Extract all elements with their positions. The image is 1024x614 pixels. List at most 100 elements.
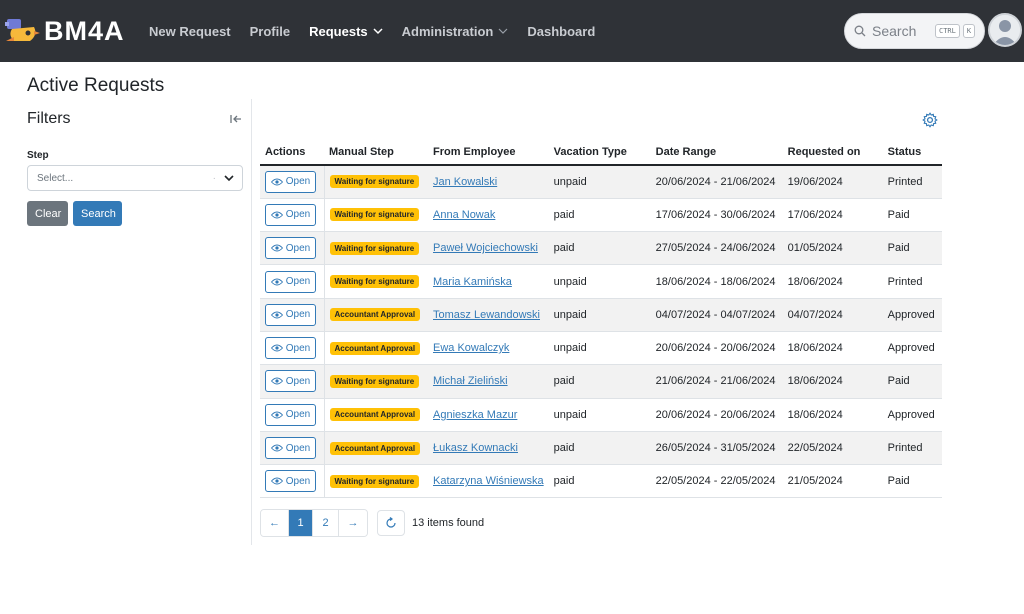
- column-header-status[interactable]: Status: [882, 140, 942, 166]
- cell-status: Approved: [882, 398, 942, 432]
- next-page-button[interactable]: →: [339, 510, 367, 536]
- cell-status: Paid: [882, 364, 942, 399]
- eye-icon: [270, 411, 283, 419]
- employee-link[interactable]: Jan Kowalski: [433, 175, 498, 188]
- cell-from-employee: Maria Kamińska: [428, 264, 549, 299]
- cell-vacation-type: paid: [548, 464, 651, 499]
- open-button[interactable]: Open: [265, 203, 316, 226]
- open-button[interactable]: Open: [265, 170, 316, 193]
- open-button[interactable]: Open: [265, 403, 316, 426]
- employee-link[interactable]: Ewa Kowalczyk: [433, 342, 510, 355]
- search-input[interactable]: [872, 23, 932, 39]
- table-row: Open Waiting for signature Maria Kamińska u…: [260, 264, 942, 299]
- table-row: Open Waiting for signature Paweł Wojciecho…: [260, 231, 942, 266]
- open-button[interactable]: Open: [265, 370, 316, 393]
- cell-from-employee: Ewa Kowalczyk: [428, 331, 549, 366]
- cell-requested-on: 18/06/2024: [782, 398, 883, 432]
- page-button-1[interactable]: 1: [289, 510, 313, 536]
- cell-actions: Open: [260, 264, 325, 299]
- cell-status: Printed: [882, 165, 942, 199]
- step-select[interactable]: Select... ·: [27, 165, 243, 191]
- eye-icon: [270, 278, 283, 285]
- column-header-manual-step[interactable]: Manual Step: [324, 140, 428, 166]
- open-button[interactable]: Open: [265, 470, 316, 493]
- nav-administration[interactable]: Administration: [402, 24, 509, 39]
- manual-step-badge: Waiting for signature: [329, 208, 420, 222]
- nav-new-request[interactable]: New Request: [149, 24, 231, 39]
- table-row: Open Accountant Approval Tomasz Lewandowsk…: [260, 298, 942, 332]
- nav-requests[interactable]: Requests: [309, 24, 383, 39]
- open-button-label: Open: [285, 342, 311, 354]
- cell-requested-on: 22/05/2024: [782, 431, 883, 466]
- panel-divider: [251, 99, 252, 545]
- employee-link[interactable]: Michał Zieliński: [433, 375, 508, 388]
- user-avatar[interactable]: [988, 13, 1022, 47]
- cell-actions: Open: [260, 431, 325, 466]
- prev-page-button[interactable]: ←: [261, 510, 289, 536]
- cell-status: Paid: [882, 231, 942, 266]
- cell-date-range: 04/07/2024 - 04/07/2024: [650, 298, 783, 332]
- open-button-label: Open: [285, 209, 311, 221]
- column-header-requested-on[interactable]: Requested on: [782, 140, 883, 166]
- table-row: Open Waiting for signature Anna Nowak paid 1…: [260, 198, 942, 233]
- cell-status: Paid: [882, 198, 942, 233]
- table-row: Open Waiting for signature Jan Kowalski unp…: [260, 165, 942, 199]
- eye-icon: [270, 344, 283, 352]
- open-button[interactable]: Open: [265, 337, 316, 360]
- open-button[interactable]: Open: [265, 270, 316, 293]
- collapse-left-icon[interactable]: [229, 112, 243, 126]
- open-button-label: Open: [285, 309, 311, 321]
- user-icon: [990, 15, 1020, 45]
- global-search[interactable]: CTRL K: [844, 13, 985, 49]
- table-header-row: Actions Manual Step From Employee Vacati…: [260, 140, 942, 166]
- search-button[interactable]: Search: [73, 201, 122, 226]
- select-separator: ·: [212, 172, 216, 184]
- cell-from-employee: Paweł Wojciechowski: [428, 231, 549, 266]
- column-header-vacation-type[interactable]: Vacation Type: [548, 140, 651, 166]
- employee-link[interactable]: Maria Kamińska: [433, 275, 512, 288]
- gear-icon[interactable]: [922, 112, 938, 128]
- cell-date-range: 26/05/2024 - 31/05/2024: [650, 431, 783, 466]
- manual-step-badge: Accountant Approval: [329, 308, 421, 322]
- open-button[interactable]: Open: [265, 237, 316, 260]
- pagination: ← 1 2 → 13 items found: [260, 509, 484, 537]
- column-header-from-employee[interactable]: From Employee: [428, 140, 549, 166]
- clear-button[interactable]: Clear: [27, 201, 68, 226]
- open-button[interactable]: Open: [265, 437, 316, 460]
- open-button[interactable]: Open: [265, 303, 316, 326]
- table-row: Open Waiting for signature Katarzyna Wiśni…: [260, 464, 942, 499]
- cell-requested-on: 18/06/2024: [782, 331, 883, 366]
- column-header-actions[interactable]: Actions: [260, 140, 324, 166]
- cell-manual-step: Waiting for signature: [324, 364, 428, 399]
- employee-link[interactable]: Katarzyna Wiśniewska: [433, 475, 544, 488]
- cell-date-range: 18/06/2024 - 18/06/2024: [650, 264, 783, 299]
- cell-status: Paid: [882, 464, 942, 499]
- eye-icon: [270, 477, 283, 485]
- employee-link[interactable]: Tomasz Lewandowski: [433, 308, 540, 321]
- cell-requested-on: 18/06/2024: [782, 264, 883, 299]
- cell-date-range: 21/06/2024 - 21/06/2024: [650, 364, 783, 399]
- refresh-icon: [386, 517, 396, 528]
- refresh-button[interactable]: [377, 510, 405, 536]
- cell-from-employee: Anna Nowak: [428, 198, 549, 233]
- cell-vacation-type: unpaid: [548, 298, 651, 332]
- table-row: Open Accountant Approval Agnieszka Mazur un…: [260, 398, 942, 432]
- cell-date-range: 22/05/2024 - 22/05/2024: [650, 464, 783, 499]
- brand-logo[interactable]: BM4A: [4, 13, 125, 49]
- open-button-label: Open: [285, 409, 311, 421]
- employee-link[interactable]: Anna Nowak: [433, 208, 496, 221]
- search-icon: [854, 25, 866, 37]
- open-button-label: Open: [285, 442, 311, 454]
- employee-link[interactable]: Łukasz Kownacki: [433, 442, 518, 455]
- cell-manual-step: Accountant Approval: [324, 298, 428, 332]
- app-title: BM4A: [44, 15, 125, 46]
- cell-actions: Open: [260, 165, 325, 199]
- column-header-date-range[interactable]: Date Range: [650, 140, 783, 166]
- requests-table: Actions Manual Step From Employee Vacati…: [260, 140, 942, 499]
- cell-date-range: 20/06/2024 - 20/06/2024: [650, 398, 783, 432]
- employee-link[interactable]: Agnieszka Mazur: [433, 408, 518, 421]
- employee-link[interactable]: Paweł Wojciechowski: [433, 242, 538, 255]
- nav-profile[interactable]: Profile: [250, 24, 290, 39]
- page-button-2[interactable]: 2: [313, 510, 339, 536]
- nav-dashboard[interactable]: Dashboard: [527, 24, 595, 39]
